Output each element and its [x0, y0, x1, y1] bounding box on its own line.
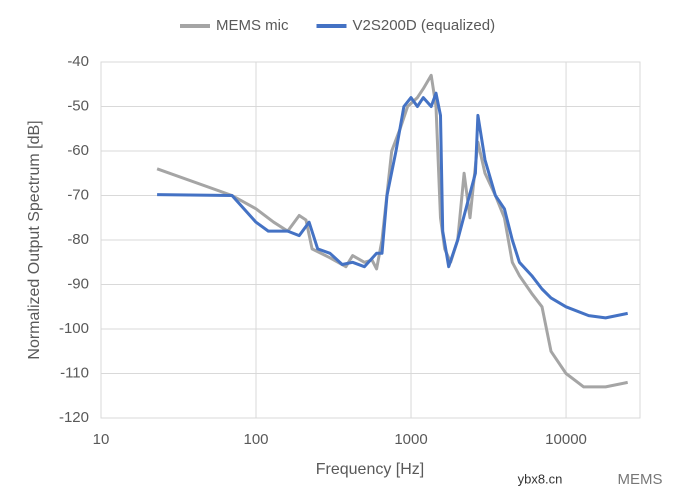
series-line: [157, 91, 628, 320]
legend-label: MEMS mic: [216, 17, 289, 34]
y-tick-label: -50: [67, 97, 89, 114]
x-tick-label: 1000: [394, 431, 427, 448]
x-tick-label: 10: [93, 431, 110, 448]
y-tick-label: -70: [67, 186, 89, 203]
y-tick-label: -90: [67, 275, 89, 292]
y-axis-label: Normalized Output Spectrum [dB]: [26, 120, 43, 359]
y-tick-label: -60: [67, 142, 89, 159]
x-tick-label: 100: [243, 431, 268, 448]
y-tick-label: -80: [67, 231, 89, 248]
x-axis-label: Frequency [Hz]: [316, 461, 424, 478]
watermark-site: ybx8.cn: [518, 471, 563, 486]
y-tick-label: -120: [59, 409, 89, 426]
legend-label: V2S200D (equalized): [353, 17, 496, 34]
y-tick-label: -40: [67, 53, 89, 70]
series-line: [156, 73, 628, 389]
watermark-brand: MEMS: [618, 471, 663, 488]
plot-border: [100, 61, 641, 419]
y-tick-label: -100: [59, 320, 89, 337]
y-tick-label: -110: [60, 364, 89, 381]
x-tick-label: 10000: [545, 431, 587, 448]
